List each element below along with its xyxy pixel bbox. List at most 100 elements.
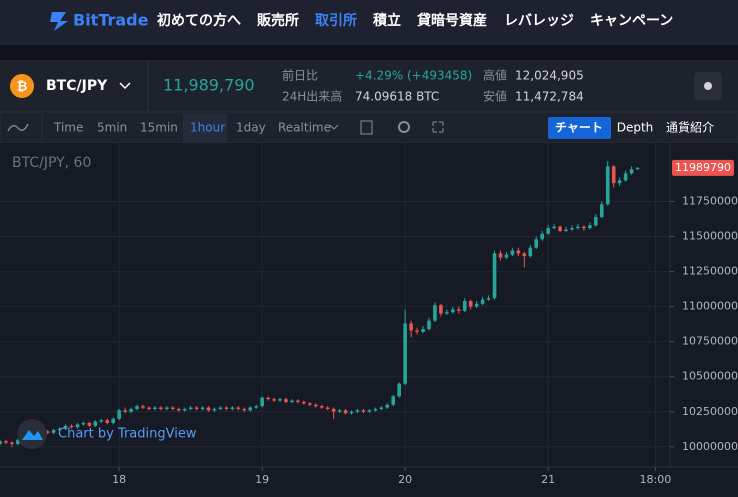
candle-body [16,439,20,445]
chart-style-icon[interactable] [7,123,29,132]
candle-body [308,403,312,405]
candle-body [570,228,574,230]
candle-body [331,408,336,412]
nav-item[interactable]: レバレッジ [504,13,574,29]
last-price-tag [672,159,734,176]
change: +4.29% (+493458) [355,69,472,83]
interval[interactable]: Time [53,121,83,135]
nav-bar [0,0,738,45]
tab[interactable]: チャート [555,121,603,135]
candle-body [635,167,640,170]
y-tick-label: 10250000 [682,405,738,418]
interval[interactable]: 1hour [190,121,225,135]
y-tick-label: 10750000 [682,335,738,348]
candle-body [194,407,199,409]
active-tab-bg [548,117,611,139]
candle-body [462,301,467,311]
candle-body [63,425,68,429]
candle-body [165,407,169,409]
candle-body [170,407,175,409]
candle-body [451,309,455,313]
candle-body [373,408,378,411]
tab[interactable]: 通貨紹介 [666,120,714,135]
candle-body [540,233,544,240]
low-label: 安値 [483,89,507,104]
spacer [0,45,738,60]
sun-icon [704,82,712,90]
high: 12,024,905 [515,69,584,83]
candle-body [302,401,306,404]
chart-title: BTC/JPY, 60 [12,155,91,171]
nav-item[interactable]: 貸暗号資産 [416,12,487,29]
candle-body [230,407,235,409]
interval[interactable]: 15min [140,121,178,135]
candle-body [409,323,413,331]
nav-item[interactable]: キャンペーン [590,13,673,29]
tv-logo-mark [22,430,43,440]
candle-body [486,298,491,300]
candle-body [468,301,473,307]
settings-icon[interactable] [398,121,410,133]
candle-body [105,420,110,423]
x-tick-label: 18:00 [640,473,672,486]
candle-body [474,303,479,307]
nav-item[interactable]: 積立 [372,12,401,29]
candle-body [582,226,586,229]
candle-body [242,408,247,411]
candle-body [504,254,509,258]
interval[interactable]: 5min [97,121,127,135]
fullscreen-icon[interactable] [432,121,444,133]
pair[interactable]: BTC/JPY [46,78,108,94]
coin-icon [10,74,34,98]
tab[interactable]: Depth [617,121,654,135]
candle-body [254,406,259,408]
interval[interactable]: 1day [236,121,266,135]
realtime-dropdown[interactable] [329,124,339,130]
candle-body [10,442,14,445]
candle-body [129,408,133,412]
indicator-icon[interactable] [360,120,373,135]
candle-body [87,422,92,426]
x-tick-label: 18 [112,473,126,486]
tabs: チャート Depth 通貨紹介 [555,120,714,135]
candle-body [313,404,318,407]
candle-body [534,239,539,248]
logo-icon[interactable] [50,12,68,31]
candle-body [623,173,628,181]
nav-item[interactable]: 販売所 [257,12,299,29]
nav-item[interactable]: 取引所 [315,12,357,29]
candle-body [93,421,98,426]
candle-body [75,424,80,428]
candle-body [367,410,372,412]
candle-body [224,407,229,409]
candle-body [206,407,211,411]
candle-body [123,410,127,412]
candle-body [391,396,396,405]
candle-body [558,226,562,231]
candle-body [159,407,163,409]
brand[interactable]: BitTrade [73,11,149,30]
nav-item[interactable]: 初めての方へ [157,12,241,29]
candle-body [355,410,360,412]
candle-body [45,431,50,433]
candle-body [522,253,527,257]
chart-area [0,143,738,497]
candle-body [111,418,116,423]
watermark[interactable]: Chart by TradingView [58,427,197,442]
candle-body [445,312,449,314]
candle-body [379,407,384,409]
y-tick-label: 11000000 [682,300,738,313]
candle-body [57,428,62,430]
toolbar [0,111,738,144]
interval[interactable]: Realtime [278,121,331,135]
change-label: 前日比 [282,68,318,83]
candle-body [248,407,253,411]
y-tick-label: 11250000 [682,265,738,278]
candle-body [153,407,157,409]
x-tick-label: 20 [398,473,412,486]
pair-dropdown[interactable] [119,82,131,90]
x-tick-label: 19 [255,473,269,486]
candle-body [290,400,294,402]
candle-body [176,408,181,411]
